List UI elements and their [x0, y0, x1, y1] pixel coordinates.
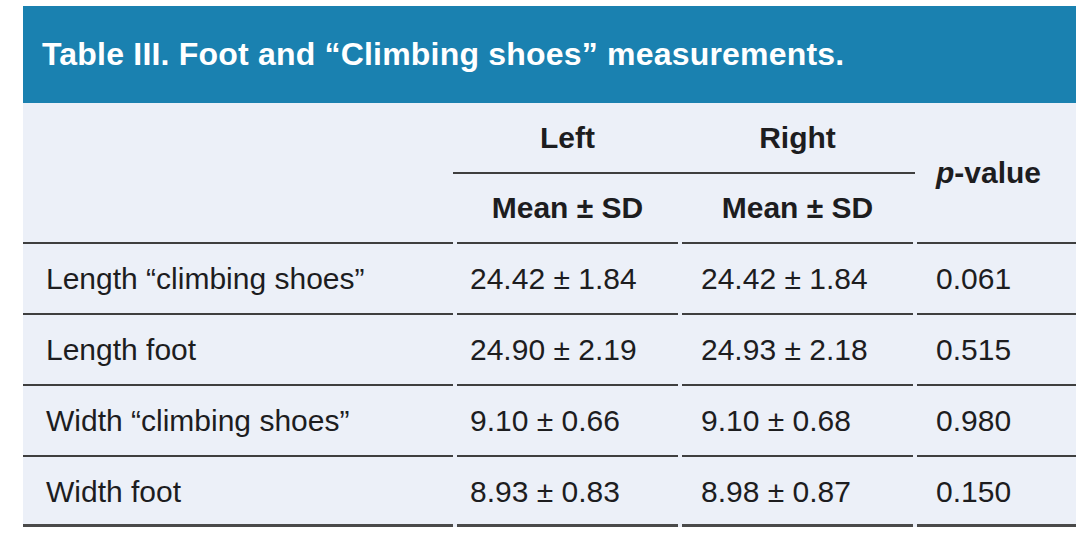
value-pvalue: 0.150	[915, 456, 1076, 527]
table-card: Table III. Foot and “Climbing shoes” mea…	[23, 6, 1076, 527]
value-right: 9.10 ± 0.68	[680, 385, 915, 456]
value-left: 8.93 ± 0.83	[455, 456, 680, 527]
value-right: 24.93 ± 2.18	[680, 314, 915, 385]
row-separator	[23, 455, 1076, 457]
table-body: Left Right p-value Mean ± SD Mean ± SD L…	[23, 103, 1076, 527]
header-spacer	[23, 173, 455, 243]
table-bottom-rule	[23, 524, 1076, 527]
column-header-right: Right	[680, 103, 915, 173]
row-label: Width “climbing shoes”	[23, 385, 455, 456]
value-pvalue: 0.061	[915, 243, 1076, 314]
table-title-band: Table III. Foot and “Climbing shoes” mea…	[23, 6, 1076, 103]
table-title: Table III. Foot and “Climbing shoes” mea…	[23, 36, 844, 73]
column-header-left: Left	[455, 103, 680, 173]
row-label: Width foot	[23, 456, 455, 527]
subheader-mean-sd-right: Mean ± SD	[680, 173, 915, 243]
value-pvalue: 0.980	[915, 385, 1076, 456]
column-header-pvalue: p-value	[915, 103, 1076, 243]
pvalue-suffix: -value	[954, 156, 1041, 190]
value-pvalue: 0.515	[915, 314, 1076, 385]
row-label: Length foot	[23, 314, 455, 385]
value-left: 24.42 ± 1.84	[455, 243, 680, 314]
value-left: 24.90 ± 2.19	[455, 314, 680, 385]
page: Table III. Foot and “Climbing shoes” mea…	[0, 0, 1084, 557]
subheader-mean-sd-left: Mean ± SD	[455, 173, 680, 243]
row-label: Length “climbing shoes”	[23, 243, 455, 314]
row-separator	[23, 313, 1076, 315]
header-group-underline	[453, 172, 915, 174]
row-separator	[23, 242, 1076, 244]
value-left: 9.10 ± 0.66	[455, 385, 680, 456]
value-right: 24.42 ± 1.84	[680, 243, 915, 314]
value-right: 8.98 ± 0.87	[680, 456, 915, 527]
row-separator	[23, 384, 1076, 386]
pvalue-prefix: p	[936, 156, 954, 190]
header-spacer	[23, 103, 455, 173]
